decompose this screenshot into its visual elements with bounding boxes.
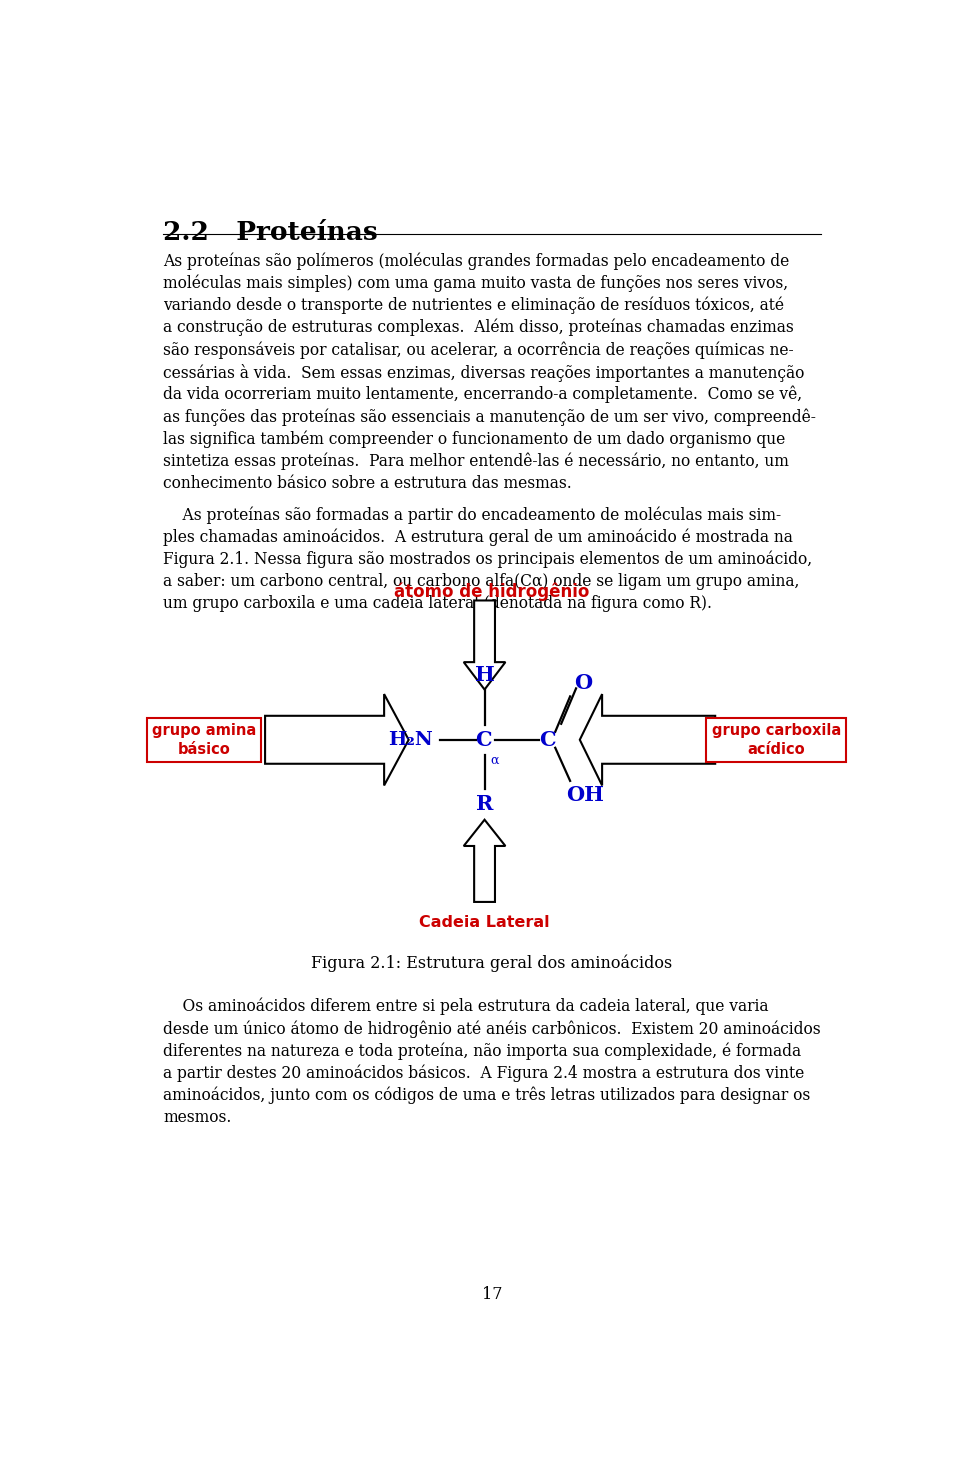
Text: grupo amina
básico: grupo amina básico: [152, 722, 256, 756]
Polygon shape: [580, 694, 715, 786]
Polygon shape: [265, 694, 409, 786]
Text: Cadeia Lateral: Cadeia Lateral: [420, 915, 550, 930]
Text: as funções das proteínas são essenciais a manutenção de um ser vivo, compreendê-: as funções das proteínas são essenciais …: [163, 408, 816, 426]
Text: átomo de hidrogênio: átomo de hidrogênio: [395, 583, 589, 601]
Text: R: R: [476, 793, 493, 814]
Text: moléculas mais simples) com uma gama muito vasta de funções nos seres vivos,: moléculas mais simples) com uma gama mui…: [163, 274, 788, 292]
Text: H: H: [474, 664, 494, 685]
Text: a construção de estruturas complexas.  Além disso, proteínas chamadas enzimas: a construção de estruturas complexas. Al…: [163, 319, 794, 337]
Text: a saber: um carbono central, ou carbono alfa(Cα) onde se ligam um grupo amina,: a saber: um carbono central, ou carbono …: [163, 572, 800, 590]
Text: cessárias à vida.  Sem essas enzimas, diversas reações importantes a manutenção: cessárias à vida. Sem essas enzimas, div…: [163, 363, 804, 381]
Text: OH: OH: [566, 785, 604, 805]
Text: conhecimento básico sobre a estrutura das mesmas.: conhecimento básico sobre a estrutura da…: [163, 475, 572, 492]
Text: As proteínas são polímeros (moléculas grandes formadas pelo encadeamento de: As proteínas são polímeros (moléculas gr…: [163, 252, 789, 270]
Text: grupo carboxila
acídico: grupo carboxila acídico: [711, 722, 841, 756]
Text: da vida ocorreriam muito lentamente, encerrando-a completamente.  Como se vê,: da vida ocorreriam muito lentamente, enc…: [163, 386, 803, 403]
Text: H₂N: H₂N: [388, 731, 433, 749]
Text: ples chamadas aminoácidos.  A estrutura geral de um aminoácido é mostrada na: ples chamadas aminoácidos. A estrutura g…: [163, 528, 793, 546]
Text: a partir destes 20 aminoácidos básicos.  A Figura 2.4 mostra a estrutura dos vin: a partir destes 20 aminoácidos básicos. …: [163, 1065, 804, 1083]
Polygon shape: [464, 601, 505, 690]
Text: mesmos.: mesmos.: [163, 1109, 231, 1126]
Text: são responsáveis por catalisar, ou acelerar, a ocorrência de reações químicas ne: são responsáveis por catalisar, ou acele…: [163, 341, 794, 359]
Text: um grupo carboxila e uma cadeia lateral (denotada na figura como R).: um grupo carboxila e uma cadeia lateral …: [163, 595, 712, 612]
Text: Figura 2.1: Estrutura geral dos aminoácidos: Figura 2.1: Estrutura geral dos aminoáci…: [311, 955, 673, 971]
Text: las significa também compreender o funcionamento de um dado organismo que: las significa também compreender o funci…: [163, 430, 785, 448]
Text: desde um único átomo de hidrogênio até anéis carbônicos.  Existem 20 aminoácidos: desde um único átomo de hidrogênio até a…: [163, 1020, 821, 1038]
Text: As proteínas são formadas a partir do encadeamento de moléculas mais sim-: As proteínas são formadas a partir do en…: [163, 506, 781, 523]
Text: 17: 17: [482, 1286, 502, 1304]
Text: diferentes na natureza e toda proteína, não importa sua complexidade, é formada: diferentes na natureza e toda proteína, …: [163, 1043, 802, 1060]
Text: C: C: [540, 730, 556, 750]
Text: sintetiza essas proteínas.  Para melhor entendê-las é necessário, no entanto, um: sintetiza essas proteínas. Para melhor e…: [163, 452, 789, 470]
Text: 2.2   Proteínas: 2.2 Proteínas: [163, 219, 378, 245]
Text: C: C: [475, 730, 492, 750]
Text: aminoácidos, junto com os códigos de uma e três letras utilizados para designar : aminoácidos, junto com os códigos de uma…: [163, 1087, 810, 1105]
Text: α: α: [490, 753, 498, 767]
Text: O: O: [574, 673, 592, 693]
Text: Os aminoácidos diferem entre si pela estrutura da cadeia lateral, que varia: Os aminoácidos diferem entre si pela est…: [163, 998, 769, 1016]
Text: Figura 2.1. Nessa figura são mostrados os principais elementos de um aminoácido,: Figura 2.1. Nessa figura são mostrados o…: [163, 550, 812, 568]
Text: variando desde o transporte de nutrientes e eliminação de resíduos tóxicos, até: variando desde o transporte de nutriente…: [163, 297, 784, 314]
Polygon shape: [464, 820, 505, 902]
